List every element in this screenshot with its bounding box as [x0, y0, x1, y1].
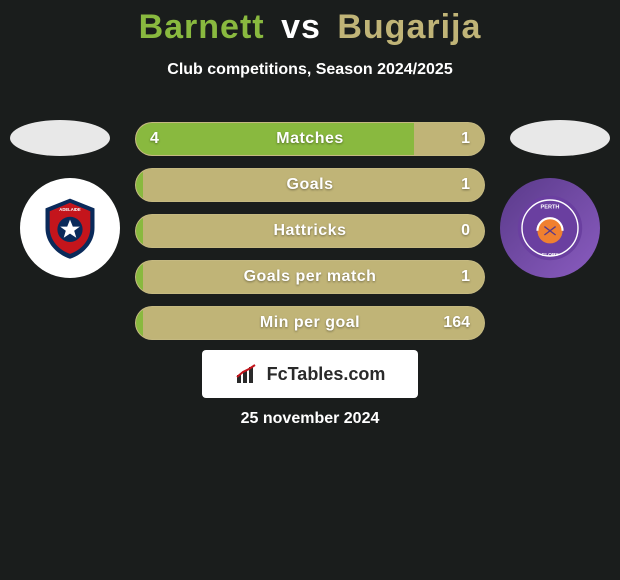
svg-text:GLORY: GLORY — [541, 252, 559, 258]
stat-right-value: 0 — [461, 215, 470, 247]
stat-right-value: 1 — [461, 261, 470, 293]
stat-label: Matches — [136, 123, 484, 155]
player1-name: Barnett — [139, 8, 265, 46]
stat-right-value: 164 — [443, 307, 470, 339]
svg-text:ADELAIDE: ADELAIDE — [59, 207, 81, 212]
player2-name: Bugarija — [337, 8, 481, 46]
club1-badge-icon: ADELAIDE — [35, 193, 105, 263]
svg-text:PERTH: PERTH — [541, 204, 560, 210]
club2-badge: PERTH GLORY — [500, 178, 600, 278]
stats-bars: 4 Matches 1 Goals 1 Hattricks 0 Goals pe… — [135, 122, 485, 352]
stat-right-value: 1 — [461, 123, 470, 155]
stat-row-matches: 4 Matches 1 — [135, 122, 485, 156]
stat-label: Hattricks — [136, 215, 484, 247]
stat-row-goals-per-match: Goals per match 1 — [135, 260, 485, 294]
stat-label: Min per goal — [136, 307, 484, 339]
watermark-text: FcTables.com — [267, 364, 386, 385]
stat-label: Goals per match — [136, 261, 484, 293]
club1-badge: ADELAIDE — [20, 178, 120, 278]
watermark-badge: FcTables.com — [202, 350, 418, 398]
player1-portrait-placeholder — [10, 120, 110, 156]
club2-badge-icon: PERTH GLORY — [515, 193, 585, 263]
stat-row-min-per-goal: Min per goal 164 — [135, 306, 485, 340]
date-text: 25 november 2024 — [0, 410, 620, 428]
stat-label: Goals — [136, 169, 484, 201]
stat-row-hattricks: Hattricks 0 — [135, 214, 485, 248]
player2-portrait-placeholder — [510, 120, 610, 156]
page-title: Barnett vs Bugarija — [0, 0, 620, 47]
stat-row-goals: Goals 1 — [135, 168, 485, 202]
bar-chart-icon — [235, 363, 261, 385]
subtitle: Club competitions, Season 2024/2025 — [0, 61, 620, 79]
stat-right-value: 1 — [461, 169, 470, 201]
vs-label: vs — [281, 8, 321, 46]
